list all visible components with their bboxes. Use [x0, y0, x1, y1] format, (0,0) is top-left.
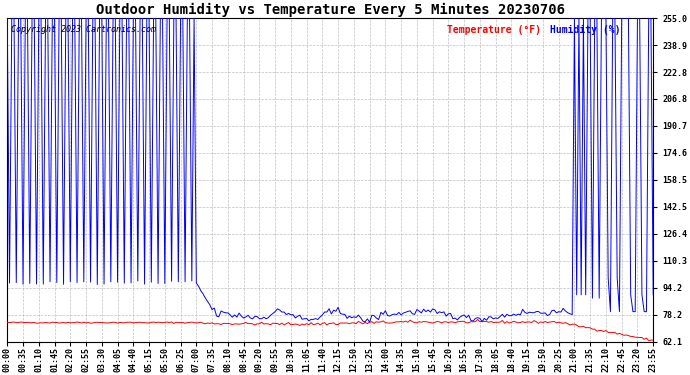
Text: Temperature (°F): Temperature (°F) [446, 25, 540, 34]
Text: Humidity (%): Humidity (%) [550, 25, 620, 34]
Text: Copyright 2023 Cartronics.com: Copyright 2023 Cartronics.com [10, 25, 155, 34]
Title: Outdoor Humidity vs Temperature Every 5 Minutes 20230706: Outdoor Humidity vs Temperature Every 5 … [96, 3, 564, 17]
